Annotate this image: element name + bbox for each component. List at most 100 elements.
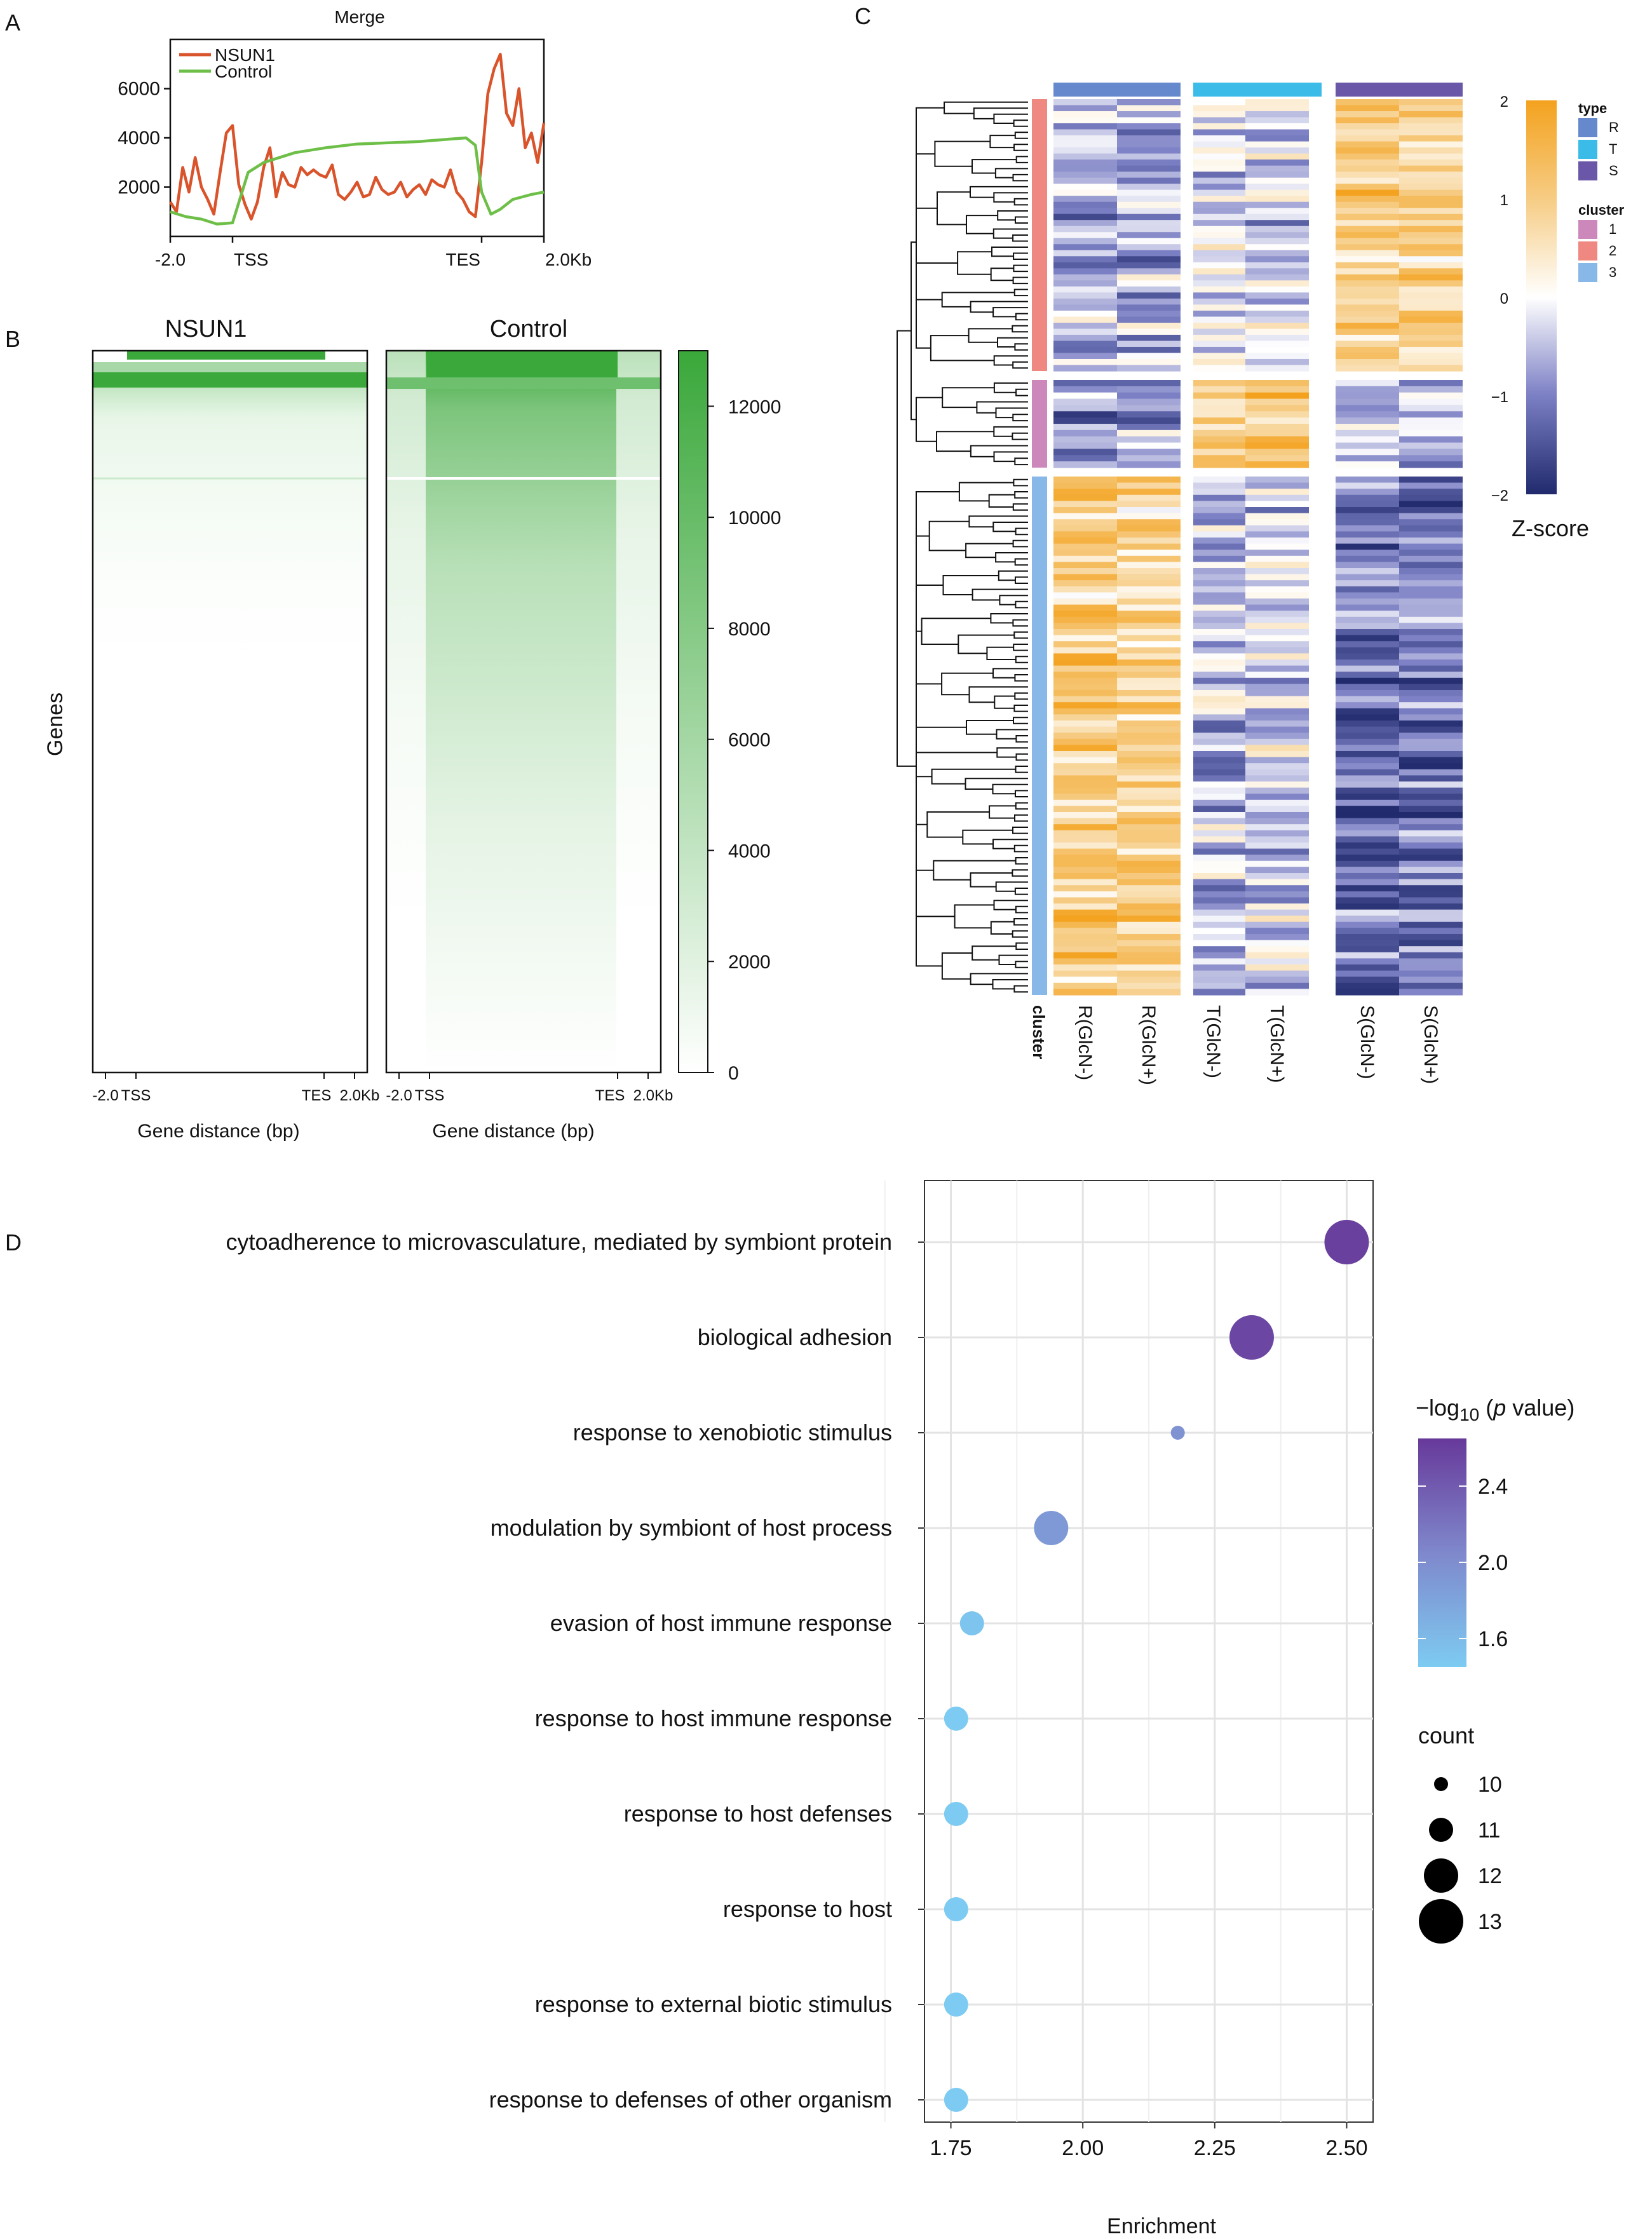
heatmap-c-cell bbox=[1336, 629, 1399, 636]
heatmap-c-cell bbox=[1182, 860, 1245, 867]
dendrogram-branch bbox=[930, 335, 994, 362]
colorbar-d-tick-label: 2.0 bbox=[1478, 1551, 1508, 1575]
heatmap-c-cell bbox=[1117, 684, 1181, 691]
heatmap-c-cell bbox=[1117, 274, 1181, 281]
dendrogram-branch bbox=[993, 192, 1028, 203]
panel-d-dot-plot: cytoadherence to microvasculature, media… bbox=[226, 1180, 1574, 2238]
heatmap-c-cell bbox=[1053, 430, 1117, 437]
heatmap-c-cell bbox=[1245, 970, 1309, 977]
heatmap-c-cell bbox=[1399, 519, 1463, 526]
heatmap-c-cell bbox=[1117, 507, 1181, 514]
heatmap-c-cell bbox=[1245, 757, 1309, 764]
chart-d-xtick-label: 1.75 bbox=[930, 2136, 972, 2160]
heatmap-c-cell bbox=[1399, 256, 1463, 263]
heatmap-c-cell bbox=[1182, 442, 1245, 450]
heatmap-c-cell bbox=[1053, 763, 1117, 770]
color-legend-title-p: p bbox=[1493, 1395, 1506, 1421]
dendrogram-c bbox=[897, 101, 1028, 993]
heatmap-c-cell bbox=[1053, 159, 1117, 166]
heatmap-c-cell bbox=[1182, 885, 1245, 892]
heatmap-c-cell bbox=[1336, 328, 1399, 335]
heatmap-c-cell bbox=[1399, 328, 1463, 335]
chart-a-ytick-label: 4000 bbox=[118, 128, 160, 149]
heatmap-c-cell bbox=[1053, 226, 1117, 233]
heatmap-c-cell bbox=[1399, 952, 1463, 959]
heatmap-c-cell bbox=[1117, 365, 1181, 372]
heatmap-c-cell bbox=[1245, 449, 1309, 456]
dendrogram-branch bbox=[1014, 491, 1028, 499]
heatmap-c-cell bbox=[1182, 398, 1245, 406]
heatmap-c-cell bbox=[1245, 292, 1309, 299]
heatmap-c-cell bbox=[1182, 424, 1245, 431]
heatmap-c-cell bbox=[1399, 244, 1463, 251]
chart-d-color-legend-title: −log10 (p value) bbox=[1416, 1395, 1574, 1424]
chart-a-xtick-label: 2.0Kb bbox=[545, 250, 592, 269]
heatmap-c-cell bbox=[1053, 398, 1117, 406]
heatmap-c-column-label: S(GlcN+) bbox=[1420, 1005, 1441, 1084]
heatmap-c-cell bbox=[1117, 153, 1181, 160]
heatmap-c-cell bbox=[1245, 304, 1309, 311]
heatmap-c-cell bbox=[1336, 860, 1399, 867]
heatmap-c-cell bbox=[1336, 153, 1399, 160]
heatmap-c-cell bbox=[1182, 153, 1245, 160]
heatmap-c-cell bbox=[1336, 946, 1399, 953]
heatmap-c-cell bbox=[1245, 501, 1309, 508]
legend-a-control-label: Control bbox=[215, 62, 272, 81]
heatmap-c-cell bbox=[1053, 848, 1117, 855]
chart-d-point bbox=[944, 1897, 968, 1921]
heatmap-c-cell bbox=[1399, 398, 1463, 406]
chart-a-y-ticks: 2000 4000 6000 bbox=[118, 79, 170, 198]
heatmap-c-cell bbox=[1182, 268, 1245, 275]
heatmap-c-cell bbox=[1182, 238, 1245, 245]
heatmap-c-cell bbox=[1053, 824, 1117, 831]
heatmap-c-cell bbox=[1053, 165, 1117, 172]
heatmap-c-cell bbox=[1336, 298, 1399, 305]
heatmap-c-cell bbox=[1245, 794, 1309, 801]
heatmap-c-cell bbox=[1245, 928, 1309, 935]
heatmap-c-cell bbox=[1182, 848, 1245, 855]
heatmap-c-cell bbox=[1053, 380, 1117, 387]
heatmap-c-cell bbox=[1053, 550, 1117, 557]
heatmap-c-cell bbox=[1182, 952, 1245, 959]
heatmap-c-cell bbox=[1182, 641, 1245, 648]
legend-c-cluster-swatch bbox=[1578, 263, 1597, 282]
dendrogram-branch bbox=[973, 107, 1028, 119]
dendrogram-branch bbox=[1013, 705, 1028, 712]
heatmap-c-cell bbox=[1117, 477, 1181, 484]
heatmap-c-cell bbox=[1053, 507, 1117, 514]
heatmap-c-cell bbox=[1182, 555, 1245, 562]
heatmap-c-cell bbox=[1399, 903, 1463, 910]
heatmap-c-cell bbox=[1182, 794, 1245, 801]
heatmap-c-cell bbox=[1336, 684, 1399, 691]
heatmap-c-cell bbox=[1053, 436, 1117, 443]
heatmap-c-cell bbox=[1399, 550, 1463, 557]
heatmap-c-cell bbox=[1117, 353, 1181, 360]
heatmap-c-cell bbox=[1336, 726, 1399, 733]
heatmap-c-cell bbox=[1053, 213, 1117, 220]
heatmap-c-cell bbox=[1182, 842, 1245, 849]
heatmap-c-cell bbox=[1182, 189, 1245, 196]
dendrogram-branch bbox=[941, 672, 993, 696]
heatmap-c-cell bbox=[1336, 751, 1399, 758]
heatmap-c-cell bbox=[1399, 482, 1463, 489]
heatmap-c-cell bbox=[1117, 611, 1181, 618]
heatmap-c-cell bbox=[1053, 769, 1117, 776]
dendrogram-branch bbox=[937, 191, 970, 226]
color-legend-title-open: ( bbox=[1479, 1395, 1493, 1421]
heatmap-c-cell bbox=[1117, 672, 1181, 679]
heatmap-c-cell bbox=[1182, 836, 1245, 843]
heatmap-c-cell bbox=[1117, 958, 1181, 965]
heatmap-c-cell bbox=[1336, 696, 1399, 703]
heatmap-c-cell bbox=[1336, 286, 1399, 293]
dendrogram-branch bbox=[1015, 388, 1028, 396]
dendrogram-branch bbox=[916, 262, 958, 301]
chart-a-ytick-label: 2000 bbox=[118, 177, 160, 198]
heatmap-c-cell bbox=[1053, 653, 1117, 660]
colorbar-d bbox=[1418, 1438, 1466, 1667]
heatmap-c-cell bbox=[1245, 952, 1309, 959]
dendrogram-branch bbox=[941, 292, 1015, 308]
heatmap-c-cell bbox=[1053, 482, 1117, 489]
heatmap-c-cell bbox=[1399, 562, 1463, 569]
heatmap-c-cell bbox=[1053, 196, 1117, 203]
heatmap-c-cell bbox=[1399, 763, 1463, 770]
